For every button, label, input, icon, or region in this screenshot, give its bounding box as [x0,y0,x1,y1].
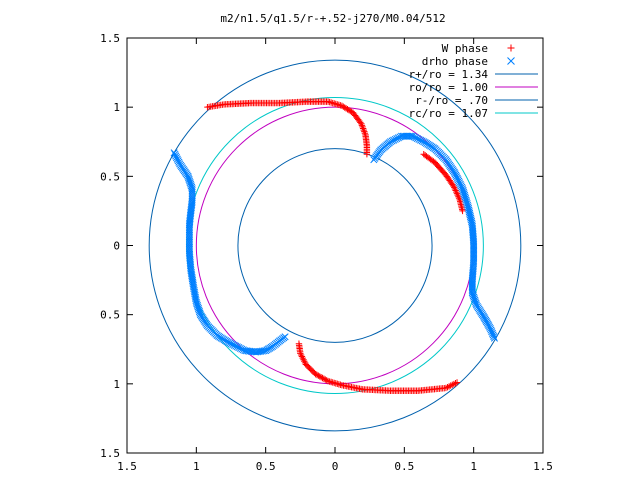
y-tick-label: 1 [113,101,120,114]
data-point [316,373,323,380]
legend-label: W phase [442,42,488,55]
legend-marker [507,57,515,65]
legend-label: ro/ro = 1.00 [409,81,488,94]
x-tick-label: 1 [470,460,477,473]
data-point [323,377,330,384]
data-point [358,122,366,129]
data-point [188,187,196,195]
axes: 1.5 1 0.5 0 0.5 1 1.51.510.500.511.5 [100,32,553,473]
y-tick-label: 0.5 [100,309,120,322]
data-point [451,184,458,191]
data-point [298,353,306,360]
data-point [185,236,193,244]
data-point [185,233,193,241]
x-tick-label: 1 [193,460,200,473]
data-point [490,334,499,342]
data-point [360,126,367,134]
data-point [359,123,366,131]
data-point [320,375,328,382]
marker-layer [170,98,499,394]
data-point [297,350,304,357]
data-point [317,374,325,381]
data-point [363,151,371,158]
x-tick-label: 0 [332,460,339,473]
data-point [442,384,450,392]
data-point [453,379,461,386]
legend-label: r+/ro = 1.34 [409,68,489,81]
data-point [451,185,459,193]
x-tick-label: 0.5 [256,460,276,473]
circle-series-1 [148,59,522,432]
circle-series-3 [237,148,433,343]
x-tick-label: 1.5 [533,460,553,473]
data-point [185,228,193,236]
data-point [444,383,451,391]
legend-marker [507,44,515,52]
legend-label: drho phase [422,55,488,68]
data-point [449,381,456,389]
data-point [453,188,460,196]
data-point [315,372,322,379]
y-tick-label: 0.5 [100,170,120,183]
data-point [455,193,462,200]
data-point [185,231,193,239]
data-point [281,333,289,341]
data-point [185,240,193,248]
y-tick-label: 0 [113,240,120,253]
data-point [185,245,193,253]
data-point [358,120,365,127]
data-point [185,224,193,232]
data-point [490,333,498,341]
data-point [188,190,196,198]
data-point [322,376,329,383]
legend-label: rc/ro = 1.07 [409,107,488,120]
data-point [361,128,368,135]
data-point [185,238,193,246]
data-point [312,370,319,378]
legend-label: r-/ro = .70 [415,94,488,107]
data-point [300,356,307,363]
data-point [188,185,196,193]
data-point [299,354,306,362]
data-point [452,187,459,194]
data-point [188,188,196,196]
data-point [452,380,459,387]
data-point [361,130,369,137]
data-point [359,125,367,132]
data-point [185,235,193,243]
data-point [459,207,466,215]
data-point [301,358,308,365]
data-point [185,241,193,250]
data-point [445,383,453,390]
data-point [319,374,326,382]
data-point [185,222,193,231]
data-point [450,380,458,388]
y-tick-label: 1.5 [100,447,120,460]
data-point [185,229,193,237]
data-point [185,243,193,251]
data-point [447,382,454,389]
data-point [188,192,196,200]
data-point [185,226,193,234]
data-point [313,371,321,379]
y-tick-label: 1 [113,378,120,391]
data-point [454,191,461,199]
data-point [297,351,305,359]
y-tick-label: 1.5 [100,32,120,45]
series-w-phase [204,98,466,394]
data-point [453,190,461,197]
series-drho-phase [170,132,499,356]
data-point [450,182,457,190]
data-point [185,221,193,229]
chart-title: m2/n1.5/q1.5/r-+.52-j270/M0.04/512 [220,12,445,25]
x-tick-label: 1.5 [117,460,137,473]
circle-series-4 [186,96,484,395]
x-tick-label: 0.5 [394,460,414,473]
